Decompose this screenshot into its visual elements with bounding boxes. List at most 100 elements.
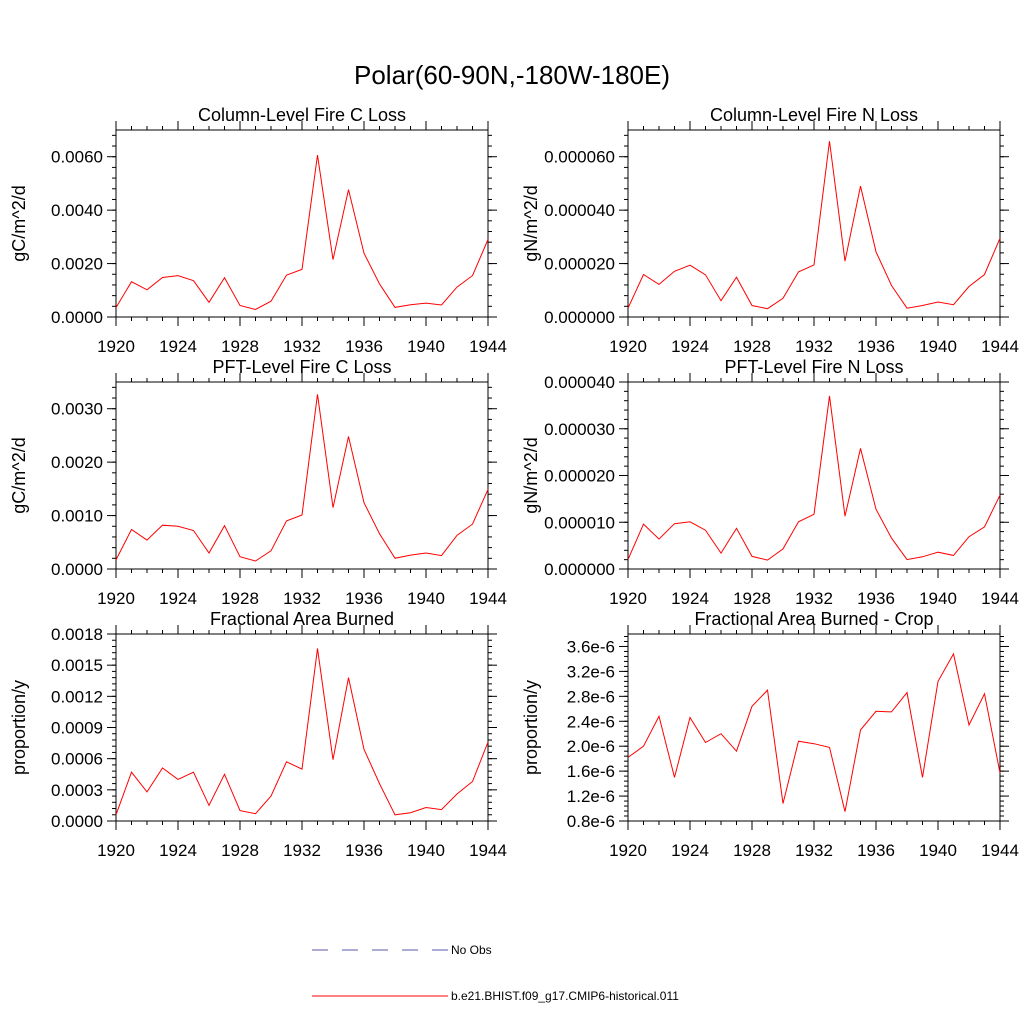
y-tick-label: 3.2e-6 (567, 662, 615, 681)
y-tick-label: 0.0020 (51, 255, 103, 274)
panel-3: PFT-Level Fire C Loss gC/m^2/d 1920 1924 192… (9, 357, 507, 608)
panel-title: Fractional Area Burned (210, 609, 394, 629)
legend-label-model: b.e21.BHIST.f09_g17.CMIP6-historical.011 (451, 989, 679, 1003)
x-tick-label: 1924 (671, 337, 709, 356)
y-tick-label: 1.6e-6 (567, 762, 615, 781)
plot-frame (627, 633, 1001, 822)
plot-frame (115, 129, 489, 318)
x-tick-label: 1924 (159, 589, 197, 608)
y-tick-label: 0.0012 (51, 687, 103, 706)
x-tick-label: 1932 (795, 337, 833, 356)
plot-frame (115, 633, 489, 822)
series-line (627, 395, 1001, 561)
x-tick-label: 1944 (981, 337, 1019, 356)
x-tick-label: 1920 (609, 589, 647, 608)
y-tick-label: 1.2e-6 (567, 787, 615, 806)
y-tick-label: 0.000040 (544, 373, 615, 392)
x-tick-label: 1928 (733, 589, 771, 608)
y-tick-label: 0.000000 (544, 308, 615, 327)
plot-frame (115, 381, 489, 570)
x-tick-label: 1936 (857, 589, 895, 608)
y-tick-label: 2.4e-6 (567, 712, 615, 731)
x-tick-label: 1944 (469, 841, 507, 860)
x-tick-label: 1944 (469, 337, 507, 356)
y-tick-label: 0.0000 (51, 812, 103, 831)
panel-1: Column-Level Fire C Loss gC/m^2/d 1920 1924… (9, 105, 507, 356)
x-tick-label: 1944 (981, 841, 1019, 860)
x-tick-label: 1924 (159, 841, 197, 860)
y-tick-label: 0.0000 (51, 308, 103, 327)
x-tick-label: 1928 (221, 337, 259, 356)
y-tick-label: 0.000030 (544, 420, 615, 439)
y-axis-label: gC/m^2/d (9, 437, 29, 513)
y-axis-label: gN/m^2/d (521, 437, 541, 513)
x-tick-label: 1940 (919, 841, 957, 860)
panel-title: Column-Level Fire C Loss (198, 105, 406, 125)
y-tick-label: 2.8e-6 (567, 687, 615, 706)
x-tick-label: 1920 (609, 337, 647, 356)
x-tick-label: 1936 (857, 337, 895, 356)
y-tick-label: 3.6e-6 (567, 637, 615, 656)
x-tick-label: 1932 (283, 841, 321, 860)
x-tick-label: 1928 (733, 337, 771, 356)
y-tick-label: 0.0040 (51, 201, 103, 220)
y-tick-label: 0.000010 (544, 513, 615, 532)
y-axis-label: proportion/y (9, 680, 29, 775)
x-tick-label: 1920 (609, 841, 647, 860)
y-tick-label: 0.0006 (51, 750, 103, 769)
x-tick-label: 1940 (919, 589, 957, 608)
y-tick-label: 0.000060 (544, 148, 615, 167)
legend: No Obs b.e21.BHIST.f09_g17.CMIP6-histori… (312, 943, 679, 1003)
series-line (115, 155, 489, 311)
series-line (115, 648, 489, 816)
panels: Column-Level Fire C Loss gC/m^2/d 1920 1924… (9, 105, 1019, 860)
y-tick-label: 0.0018 (51, 625, 103, 644)
series-line (627, 141, 1001, 310)
y-axis-label: proportion/y (521, 680, 541, 775)
panel-4: PFT-Level Fire N Loss gN/m^2/d 1920 1924 192… (521, 357, 1019, 608)
x-tick-label: 1940 (407, 589, 445, 608)
x-tick-label: 1944 (469, 589, 507, 608)
x-tick-label: 1920 (97, 337, 135, 356)
series-line (627, 652, 1001, 812)
x-tick-label: 1936 (345, 841, 383, 860)
x-tick-label: 1936 (345, 589, 383, 608)
panel-6: Fractional Area Burned - Crop proportion/… (521, 609, 1019, 860)
y-tick-label: 0.0015 (51, 656, 103, 675)
y-tick-label: 0.0000 (51, 560, 103, 579)
y-axis-label: gC/m^2/d (9, 185, 29, 261)
y-tick-label: 0.0010 (51, 507, 103, 526)
y-tick-label: 0.0003 (51, 781, 103, 800)
panel-title: Column-Level Fire N Loss (710, 105, 918, 125)
series-line (115, 394, 489, 562)
main-title: Polar(60-90N,-180W-180E) (354, 60, 670, 90)
y-tick-label: 0.000020 (544, 255, 615, 274)
x-tick-label: 1924 (671, 841, 709, 860)
plot-frame (627, 129, 1001, 318)
y-tick-label: 0.0060 (51, 148, 103, 167)
panel-title: Fractional Area Burned - Crop (694, 609, 933, 629)
panel-title: PFT-Level Fire C Loss (212, 357, 391, 377)
x-tick-label: 1920 (97, 841, 135, 860)
x-tick-label: 1924 (671, 589, 709, 608)
y-tick-label: 0.0009 (51, 719, 103, 738)
panel-title: PFT-Level Fire N Loss (724, 357, 903, 377)
y-tick-label: 0.0030 (51, 400, 103, 419)
x-tick-label: 1932 (283, 337, 321, 356)
y-tick-label: 0.000000 (544, 560, 615, 579)
x-tick-label: 1928 (221, 841, 259, 860)
y-tick-label: 2.0e-6 (567, 737, 615, 756)
y-tick-label: 0.8e-6 (567, 812, 615, 831)
x-tick-label: 1940 (919, 337, 957, 356)
plot-frame (627, 381, 1001, 570)
y-tick-label: 0.000040 (544, 201, 615, 220)
panel-2: Column-Level Fire N Loss gN/m^2/d 1920 1924… (521, 105, 1019, 356)
x-tick-label: 1936 (345, 337, 383, 356)
x-tick-label: 1928 (733, 841, 771, 860)
x-tick-label: 1924 (159, 337, 197, 356)
x-tick-label: 1932 (795, 841, 833, 860)
x-tick-label: 1932 (283, 589, 321, 608)
x-tick-label: 1928 (221, 589, 259, 608)
y-tick-label: 0.0020 (51, 453, 103, 472)
